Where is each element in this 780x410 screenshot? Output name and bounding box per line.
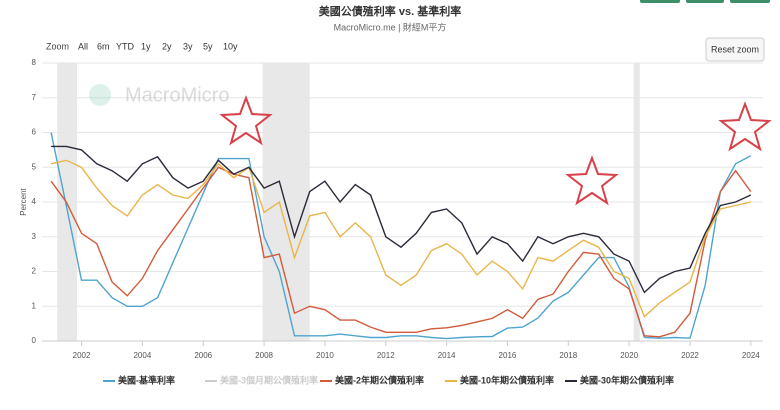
star: [718, 101, 772, 152]
y-tick-label: 4: [32, 197, 37, 206]
x-tick-label: 2010: [316, 351, 334, 360]
y-tick-label: 2: [32, 267, 37, 276]
range-button[interactable]: 3y: [183, 41, 193, 51]
legend-label[interactable]: 美國-10年期公債殖利率: [460, 374, 554, 385]
y-tick-label: 3: [32, 232, 37, 241]
watermark: MacroMicro: [89, 84, 229, 106]
top-button[interactable]: [686, 0, 724, 3]
legend-label[interactable]: 美國-3個月期公債殖利率: [220, 374, 318, 385]
y-tick-label: 6: [32, 128, 37, 137]
y-tick-label: 7: [32, 93, 37, 102]
range-button[interactable]: All: [78, 41, 88, 51]
legend-label[interactable]: 美國-基準利率: [118, 374, 175, 385]
star: [565, 155, 619, 206]
y-tick-label: 5: [32, 162, 37, 171]
y-tick-label: 1: [32, 301, 37, 310]
y-tick-label: 0: [32, 336, 37, 345]
range-button[interactable]: 5y: [203, 41, 213, 51]
chart-title: 美國公債殖利率 vs. 基準利率: [319, 4, 461, 18]
x-tick-label: 2006: [194, 351, 212, 360]
x-tick-label: 2020: [620, 351, 638, 360]
x-tick-label: 2004: [133, 351, 151, 360]
x-tick-label: 2016: [499, 351, 517, 360]
x-tick-label: 2002: [73, 351, 91, 360]
chart-subtitle: MacroMicro.me | 財經M平方: [334, 21, 447, 32]
legend-label[interactable]: 美國-2年期公債殖利率: [335, 374, 424, 385]
x-tick-label: 2008: [255, 351, 273, 360]
range-button[interactable]: 10y: [223, 41, 238, 51]
series-line: [51, 145, 752, 294]
series-line: [50, 159, 751, 318]
legend-label[interactable]: 美國-30年期公債殖利率: [580, 374, 674, 385]
x-tick-label: 2018: [559, 351, 577, 360]
range-button[interactable]: 2y: [162, 41, 172, 51]
y-axis-label: Percent: [19, 187, 28, 215]
y-tick-label: 8: [32, 58, 37, 67]
x-tick-label: 2024: [742, 351, 760, 360]
range-button[interactable]: 1y: [141, 41, 151, 51]
watermark-logo: [89, 84, 111, 106]
stars: [219, 95, 772, 206]
x-tick-label: 2012: [377, 351, 395, 360]
star: [219, 95, 273, 146]
series-line: [50, 166, 752, 338]
reset-label: Reset zoom: [711, 44, 759, 54]
top-button[interactable]: [640, 0, 680, 3]
range-button[interactable]: 6m: [97, 41, 110, 51]
watermark-text: MacroMicro: [125, 84, 229, 106]
range-button[interactable]: YTD: [116, 41, 135, 51]
series-line: [50, 132, 752, 340]
x-tick-label: 2022: [681, 351, 699, 360]
x-tick-label: 2014: [438, 351, 456, 360]
zoom-label: Zoom: [46, 41, 69, 51]
reset-button[interactable]: [705, 37, 765, 62]
top-button[interactable]: [730, 0, 770, 3]
